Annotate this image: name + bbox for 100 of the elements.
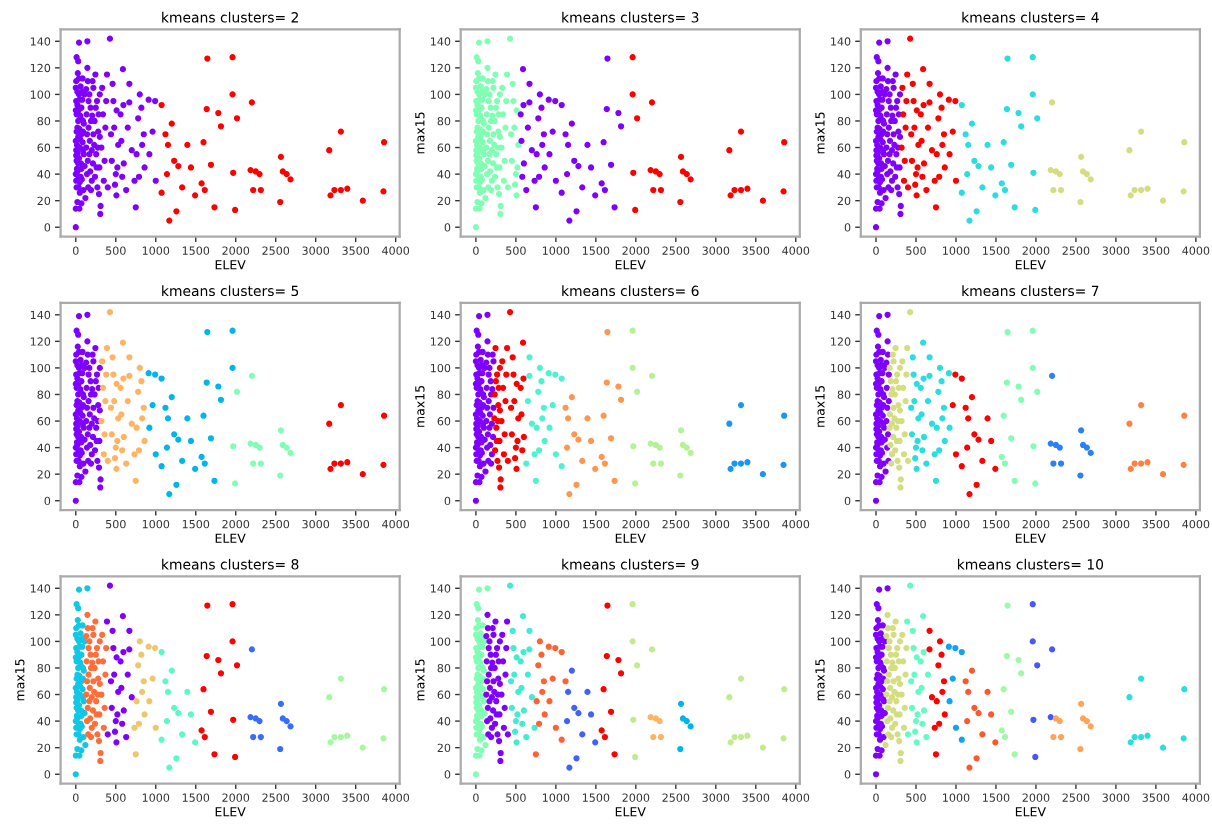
point [523,460,530,467]
point [900,111,907,118]
point [629,601,636,608]
point [133,698,140,705]
point [909,80,916,87]
point [152,724,159,731]
point [526,80,533,87]
point [84,625,91,632]
point [568,394,575,401]
point [327,192,334,199]
point [1138,460,1145,467]
point [204,602,211,609]
point [519,613,527,620]
point [656,444,663,451]
point [207,708,215,715]
point [152,644,159,652]
point [884,704,892,711]
point [629,638,636,645]
point [112,444,119,451]
point [1056,444,1063,451]
point [494,457,501,464]
point [145,370,152,377]
point [890,631,897,638]
point [501,431,508,438]
point [731,460,738,467]
point [493,371,501,378]
point [781,412,788,419]
point [566,490,573,498]
point [508,704,515,711]
point [1030,716,1037,723]
point [331,460,338,467]
point [283,444,290,451]
point [920,707,928,714]
point [126,372,133,379]
point [344,185,351,192]
point [166,217,173,224]
point [486,638,493,645]
point [601,186,608,194]
point [726,694,733,701]
point [935,115,942,122]
point [918,137,925,144]
point [968,394,976,401]
point [535,662,542,669]
point [562,404,569,411]
point [546,151,553,158]
point [103,618,111,625]
point [737,675,745,682]
point [201,460,208,467]
point [563,444,571,451]
point [277,427,285,434]
point [890,404,897,411]
point [949,402,956,409]
point [904,731,912,738]
point [1052,441,1060,449]
point [679,441,687,449]
point [938,651,945,658]
point [184,415,191,422]
point [615,109,622,117]
point [331,186,338,194]
point [1127,465,1134,472]
point [171,431,178,438]
point [499,631,506,638]
point [988,437,995,445]
point [935,662,942,669]
point [1003,379,1011,386]
point [683,444,690,451]
point [979,457,986,464]
point [541,437,548,445]
point [904,344,911,352]
point [727,739,734,746]
point [533,151,540,158]
point [896,407,904,414]
point [500,451,507,458]
point [892,618,899,625]
point [552,177,559,184]
point [908,404,915,411]
point [558,101,565,109]
point [120,433,127,441]
point [507,404,515,411]
point [501,704,508,711]
point [545,96,552,103]
point [163,171,171,178]
point [517,384,524,391]
point [277,198,284,206]
point [908,157,916,164]
point [509,627,516,634]
point [231,753,239,761]
point [949,128,956,135]
point [95,737,103,745]
point [988,711,995,718]
point [201,186,208,194]
point [503,371,510,378]
point [566,217,573,224]
point [992,739,999,746]
point [506,582,514,589]
point [926,80,933,87]
point [1030,443,1037,450]
point [913,192,920,199]
point [892,447,899,454]
point [1034,388,1041,395]
